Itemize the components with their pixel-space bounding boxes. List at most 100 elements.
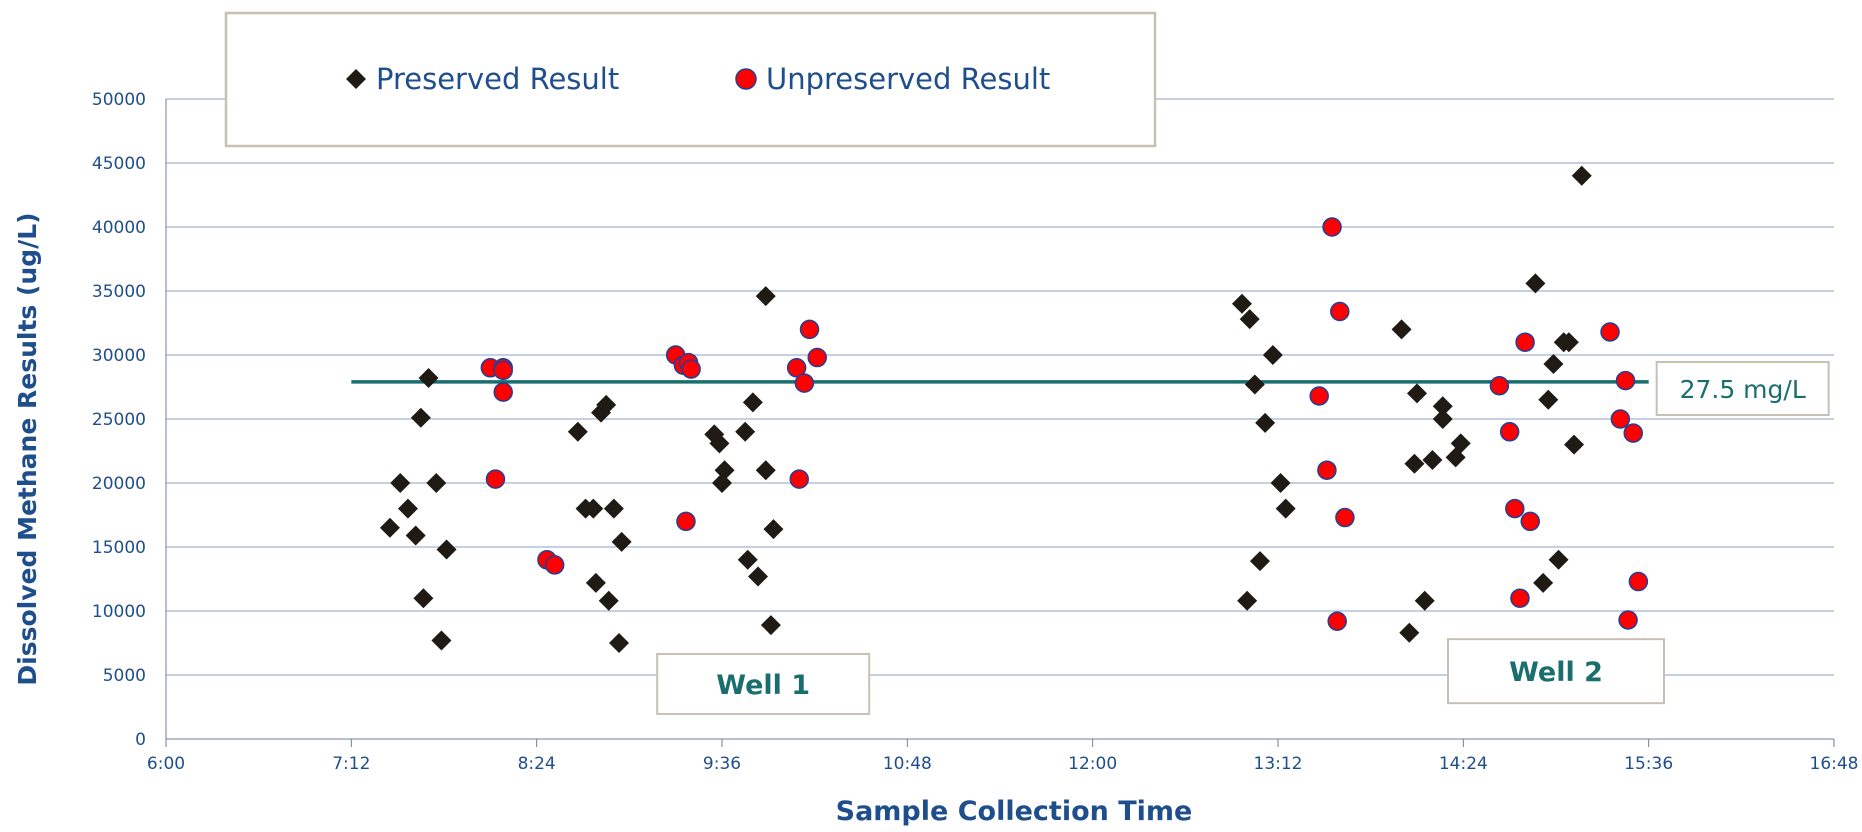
preserved-point bbox=[390, 473, 411, 493]
unpreserved-point bbox=[1600, 322, 1620, 342]
unpreserved-point bbox=[676, 511, 696, 532]
preserved-point bbox=[1543, 353, 1564, 374]
preserved-point bbox=[410, 407, 431, 428]
well-label: Well 1 bbox=[716, 670, 810, 701]
preserved-point bbox=[596, 394, 617, 415]
preserved-point bbox=[1450, 433, 1471, 454]
unpreserved-point bbox=[794, 373, 815, 393]
unpreserved-point bbox=[1322, 217, 1342, 237]
preserved-point bbox=[1262, 345, 1283, 365]
preserved-point bbox=[1432, 396, 1453, 417]
unpreserved-point bbox=[1317, 460, 1337, 480]
preserved-point bbox=[583, 498, 604, 519]
legend-unpreserved-label: Unpreserved Result bbox=[766, 62, 1050, 96]
unpreserved-point bbox=[1309, 386, 1329, 406]
preserved-point bbox=[426, 473, 447, 493]
y-tick-label: 5000 bbox=[103, 666, 146, 686]
preserved-point bbox=[737, 549, 758, 570]
unpreserved-point bbox=[1515, 332, 1535, 352]
preserved-point bbox=[436, 539, 457, 560]
preserved-point bbox=[1558, 332, 1579, 353]
unpreserved-point bbox=[544, 555, 565, 575]
threshold-label: 27.5 mg/L bbox=[1680, 375, 1806, 404]
unpreserved-point bbox=[1628, 571, 1649, 592]
preserved-point bbox=[585, 572, 606, 593]
unpreserved-point bbox=[1505, 498, 1525, 519]
y-tick-label: 35000 bbox=[92, 282, 146, 302]
x-tick-label: 9:36 bbox=[703, 754, 741, 774]
preserved-point bbox=[397, 498, 418, 519]
unpreserved-point bbox=[1327, 611, 1347, 631]
preserved-point bbox=[611, 531, 632, 552]
preserved-point bbox=[1525, 273, 1546, 294]
unpreserved-point bbox=[1499, 422, 1520, 442]
y-tick-label: 50000 bbox=[92, 90, 146, 110]
unpreserved-point bbox=[1615, 370, 1636, 391]
annotations: Well 1 Well 2 bbox=[656, 638, 1665, 715]
legend-box bbox=[224, 11, 1157, 148]
preserved-point bbox=[1564, 434, 1585, 455]
unpreserved-point bbox=[493, 360, 513, 381]
x-tick-label: 13:12 bbox=[1254, 754, 1303, 774]
unpreserved-point bbox=[807, 347, 827, 368]
preserved-point bbox=[712, 473, 732, 493]
preserved-point bbox=[603, 498, 624, 519]
preserved-point bbox=[742, 392, 763, 413]
well-label: Well 2 bbox=[1509, 657, 1603, 688]
x-tick-label: 7:12 bbox=[332, 754, 370, 774]
y-tick-label: 40000 bbox=[92, 218, 146, 238]
preserved-point bbox=[763, 519, 784, 540]
unpreserved-point bbox=[493, 382, 513, 402]
preserved-point bbox=[755, 286, 776, 307]
preserved-point bbox=[405, 525, 426, 546]
preserved-point bbox=[1571, 165, 1592, 186]
preserved-point bbox=[413, 588, 434, 609]
legend: Preserved Result Unpreserved Result bbox=[224, 11, 1157, 148]
preserved-point bbox=[1407, 383, 1427, 404]
preserved-point bbox=[1538, 389, 1559, 410]
x-tick-label: 10:48 bbox=[883, 754, 932, 774]
data-points bbox=[379, 165, 1649, 653]
threshold-layer: 27.5 mg/L bbox=[351, 361, 1830, 416]
preserved-point bbox=[609, 633, 630, 653]
unpreserved-point bbox=[1520, 511, 1541, 532]
x-axis-title: Sample Collection Time bbox=[836, 796, 1193, 827]
preserved-point bbox=[735, 421, 756, 442]
unpreserved-point bbox=[681, 359, 701, 379]
y-tick-label: 30000 bbox=[92, 346, 146, 366]
preserved-point bbox=[1432, 409, 1453, 429]
preserved-point bbox=[1244, 374, 1265, 395]
unpreserved-point bbox=[1623, 423, 1643, 443]
y-tick-label: 0 bbox=[135, 730, 146, 750]
preserved-point bbox=[1548, 549, 1569, 570]
y-tick-label: 10000 bbox=[92, 602, 146, 622]
x-tick-label: 8:24 bbox=[518, 754, 556, 774]
y-axis-title: Dissolved Methane Results (ug/L) bbox=[13, 212, 42, 685]
preserved-point bbox=[1414, 590, 1435, 611]
preserved-point bbox=[709, 433, 730, 454]
unpreserved-point bbox=[799, 319, 820, 340]
unpreserved-point bbox=[1489, 375, 1510, 396]
preserved-point bbox=[598, 590, 619, 611]
y-tick-label: 20000 bbox=[92, 474, 146, 494]
unpreserved-point bbox=[786, 358, 807, 378]
legend-preserved-label: Preserved Result bbox=[376, 62, 619, 96]
preserved-point bbox=[1391, 319, 1412, 340]
preserved-point bbox=[755, 460, 776, 481]
unpreserved-point bbox=[1330, 301, 1350, 322]
unpreserved-point bbox=[485, 469, 506, 489]
unpreserved-point bbox=[1610, 409, 1631, 429]
x-tick-label: 15:36 bbox=[1624, 754, 1673, 774]
well-label-box bbox=[656, 652, 871, 715]
axes: 0 5000 10000 15000 20000 25000 30000 35000 40000… bbox=[13, 90, 1859, 827]
preserved-point bbox=[1249, 551, 1270, 572]
x-tick-label: 6:00 bbox=[147, 754, 185, 774]
legend-preserved-marker bbox=[346, 69, 366, 89]
y-tick-label: 15000 bbox=[92, 538, 146, 558]
y-tick-label: 25000 bbox=[92, 410, 146, 430]
preserved-point bbox=[760, 615, 781, 636]
well-label-box bbox=[1447, 638, 1665, 705]
preserved-point bbox=[1255, 412, 1276, 433]
